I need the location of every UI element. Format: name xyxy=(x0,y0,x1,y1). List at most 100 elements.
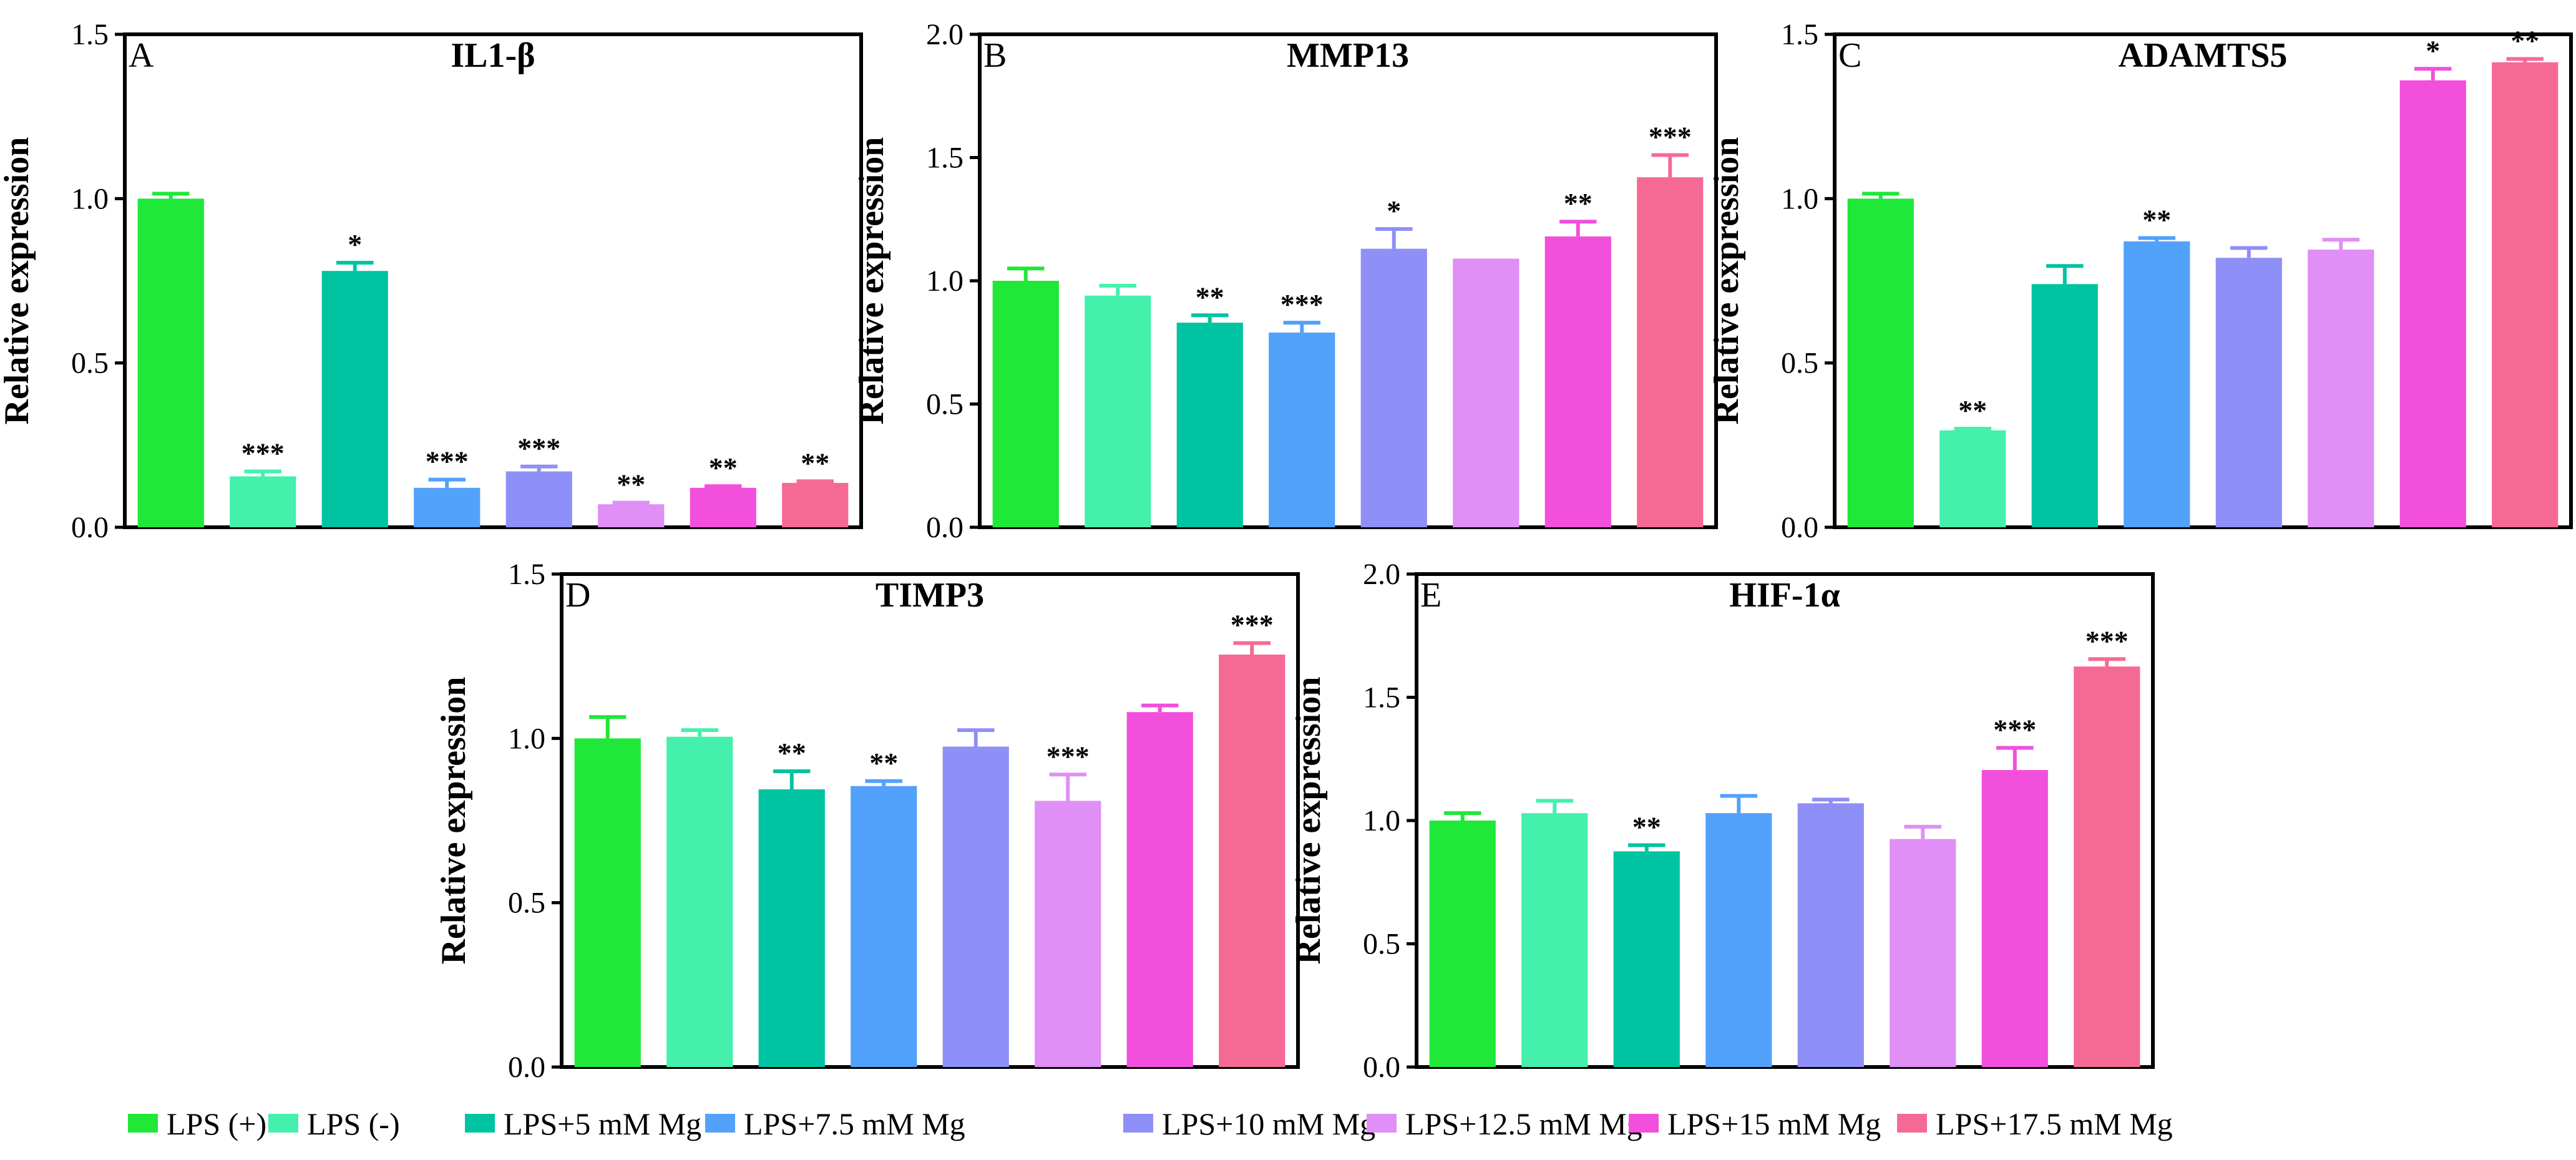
y-axis-label: Relative expression xyxy=(852,137,891,425)
y-tick-label: 1.0 xyxy=(926,265,964,298)
significance-marker: ** xyxy=(1196,281,1224,313)
y-tick-label: 0.0 xyxy=(71,511,109,544)
y-tick-label: 0.5 xyxy=(1781,347,1818,380)
y-tick-label: 2.0 xyxy=(926,18,964,51)
significance-marker: ** xyxy=(2142,204,2171,236)
y-axis-label: Relative expression xyxy=(0,137,36,425)
bar xyxy=(758,789,825,1067)
bar xyxy=(505,471,572,527)
y-tick-label: 1.5 xyxy=(926,142,964,175)
significance-marker: ** xyxy=(2510,25,2539,57)
significance-marker: ** xyxy=(1564,187,1593,219)
bar xyxy=(1544,236,1611,527)
legend-item: LPS+5 mM Mg xyxy=(465,1106,701,1141)
bar xyxy=(1847,198,1914,527)
bar xyxy=(574,738,641,1067)
panel-letter: C xyxy=(1838,36,1861,75)
significance-marker: ** xyxy=(617,469,645,500)
legend-swatch xyxy=(1897,1114,1927,1133)
panel-letter: A xyxy=(129,36,154,75)
y-tick-label: 1.0 xyxy=(508,722,545,755)
bar xyxy=(2031,284,2098,527)
significance-marker: ** xyxy=(709,452,738,484)
legend: LPS (+) LPS (-) LPS+5 mM Mg LPS+7.5 mM Mg LP… xyxy=(128,1106,2173,1141)
legend-item: LPS+17.5 mM Mg xyxy=(1897,1106,2173,1141)
significance-marker: ** xyxy=(869,747,898,779)
legend-label: LPS (+) xyxy=(167,1106,266,1141)
bar xyxy=(1429,821,1496,1067)
bar xyxy=(1705,813,1772,1067)
significance-marker: *** xyxy=(2086,625,2129,656)
legend-swatch xyxy=(1629,1114,1659,1133)
significance-marker: *** xyxy=(1993,713,2036,745)
significance-marker: * xyxy=(348,228,362,260)
bar xyxy=(2399,80,2466,527)
bar xyxy=(321,271,388,527)
bar xyxy=(2492,62,2559,528)
bar xyxy=(1981,770,2048,1067)
significance-marker: ** xyxy=(778,737,806,769)
significance-marker: ** xyxy=(1958,394,1987,426)
bar xyxy=(1085,295,1151,527)
panel-title: IL1-β xyxy=(451,36,535,75)
panel-title: ADAMTS5 xyxy=(2119,36,2288,75)
plot-frame xyxy=(560,572,1300,1069)
significance-marker: * xyxy=(2426,34,2440,66)
chart-panel-b: 0.0 0.5 1.0 1.5 2.0 Relative expression B MMP13… xyxy=(852,18,1718,544)
bar xyxy=(1890,839,1956,1067)
chart-panel-c: 0.0 0.5 1.0 1.5 Relative expression C ADAMTS5 *… xyxy=(1707,18,2573,544)
significance-marker: *** xyxy=(517,432,560,464)
plot-frame xyxy=(123,32,863,529)
bar xyxy=(992,281,1059,527)
bar xyxy=(1797,803,1864,1067)
y-tick-label: 0.0 xyxy=(926,511,964,544)
y-tick-label: 1.5 xyxy=(508,558,545,591)
y-tick-label: 0.5 xyxy=(71,347,109,380)
legend-item: LPS (+) xyxy=(128,1106,266,1141)
legend-label: LPS+10 mM Mg xyxy=(1162,1106,1375,1141)
legend-swatch xyxy=(705,1114,735,1133)
legend-item: LPS+15 mM Mg xyxy=(1629,1106,1881,1141)
y-tick-label: 1.5 xyxy=(1781,18,1818,51)
bar xyxy=(2308,249,2374,527)
bar xyxy=(1453,258,1520,527)
panel-title: TIMP3 xyxy=(876,576,984,615)
bar xyxy=(1637,177,1704,528)
bar xyxy=(598,504,665,527)
bar xyxy=(1613,851,1680,1067)
legend-swatch xyxy=(268,1114,298,1133)
significance-marker: *** xyxy=(1046,740,1090,772)
legend-item: LPS (-) xyxy=(268,1106,400,1141)
bar xyxy=(942,746,1009,1067)
y-tick-label: 0.5 xyxy=(1363,928,1400,961)
y-tick-label: 0.0 xyxy=(1781,511,1818,544)
bar xyxy=(690,487,756,527)
y-tick-label: 0.0 xyxy=(508,1051,545,1084)
bar xyxy=(1360,248,1427,527)
legend-label: LPS+17.5 mM Mg xyxy=(1936,1106,2173,1141)
significance-marker: *** xyxy=(1281,288,1324,320)
panel-title: HIF-1α xyxy=(1729,576,1840,615)
significance-marker: ** xyxy=(801,447,829,479)
significance-marker: *** xyxy=(242,437,285,469)
bar xyxy=(2124,241,2190,527)
significance-marker: ** xyxy=(1632,811,1661,843)
y-axis-label: Relative expression xyxy=(1289,677,1328,965)
significance-marker: * xyxy=(1387,195,1401,227)
bar xyxy=(414,487,481,527)
plot-frame xyxy=(1833,32,2573,529)
legend-label: LPS+12.5 mM Mg xyxy=(1405,1106,1642,1141)
y-tick-label: 0.0 xyxy=(1363,1051,1400,1084)
bar xyxy=(2215,258,2282,527)
panel-letter: E xyxy=(1420,576,1442,615)
bar xyxy=(1176,323,1243,527)
panel-title: MMP13 xyxy=(1287,36,1409,75)
bar xyxy=(1219,655,1286,1067)
y-axis-label: Relative expression xyxy=(434,677,473,965)
significance-marker: *** xyxy=(426,446,469,477)
